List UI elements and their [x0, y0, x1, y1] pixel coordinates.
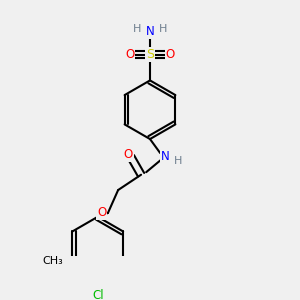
Text: CH₃: CH₃	[42, 256, 63, 266]
Text: H: H	[133, 24, 141, 34]
Text: H: H	[159, 24, 167, 34]
Text: S: S	[146, 48, 154, 62]
Text: N: N	[146, 26, 154, 38]
Text: H: H	[174, 156, 182, 166]
Text: O: O	[124, 148, 133, 161]
Text: O: O	[166, 48, 175, 62]
Text: N: N	[161, 150, 170, 164]
Text: O: O	[97, 206, 106, 220]
Text: O: O	[125, 48, 134, 62]
Text: Cl: Cl	[92, 289, 103, 300]
